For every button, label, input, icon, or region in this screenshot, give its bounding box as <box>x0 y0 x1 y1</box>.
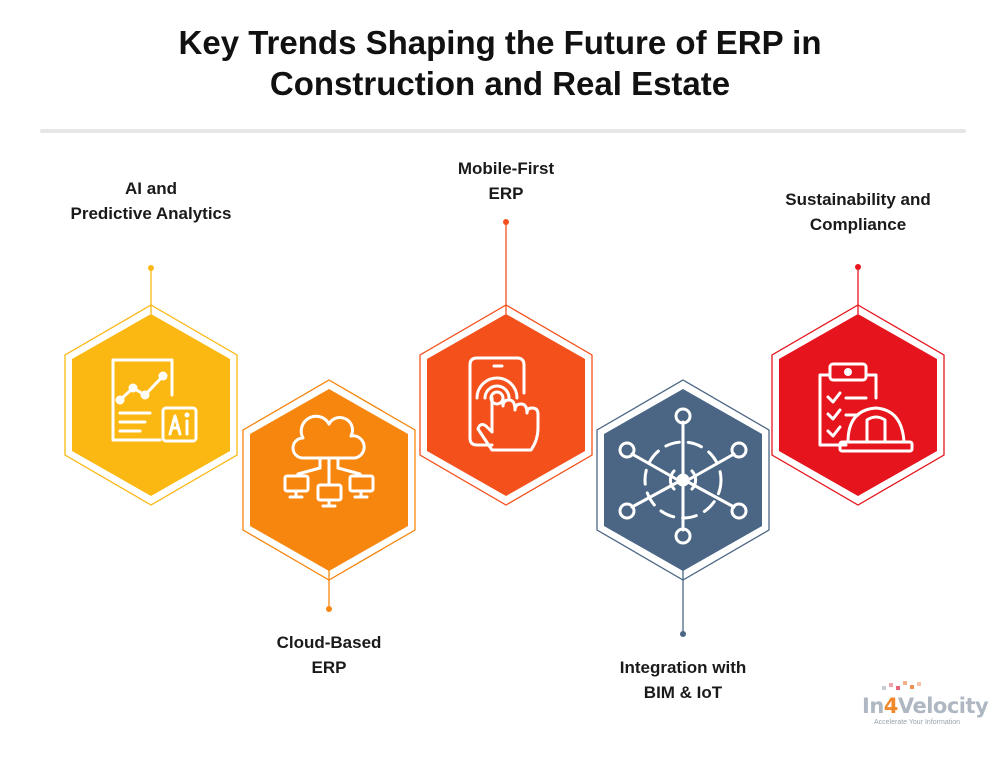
trend-label-ai: AI and Predictive Analytics <box>70 179 232 223</box>
clipboard-hardhat-icon <box>818 362 914 453</box>
trend-integration-bim-iot <box>596 379 770 637</box>
hexagon-fill <box>779 314 937 496</box>
logo-squares-mark <box>882 681 921 690</box>
hexagon-outline <box>419 304 593 506</box>
trend-ai-predictive-analytics <box>64 265 238 506</box>
trend-cloud-based-erp <box>242 379 416 612</box>
cloud-network-icon <box>283 414 375 508</box>
hexagon-outline <box>242 379 416 581</box>
hexagon-outline <box>596 379 770 581</box>
trend-label-integration: Integration with BIM & IoT <box>619 658 747 702</box>
trend-sustainability-compliance <box>771 264 945 506</box>
connector-dot <box>503 219 509 225</box>
brand-logo: In4Velocity Accelerate Your Information <box>860 680 989 730</box>
trend-label-cloud: Cloud-Based ERP <box>276 633 382 677</box>
trend-label-mobile: Mobile-First ERP <box>457 159 555 203</box>
connector-dot <box>326 606 332 612</box>
hexagon-outline <box>771 304 945 506</box>
page-title: Key Trends Shaping the Future of ERP in … <box>0 22 1000 104</box>
title-line-2: Construction and Real Estate <box>269 65 731 102</box>
connector-dot <box>680 631 686 637</box>
logo-wordmark: In4Velocity <box>862 694 989 718</box>
iot-network-icon <box>618 407 748 545</box>
title-line-1: Key Trends Shaping the Future of ERP in <box>178 24 822 61</box>
trend-mobile-first-erp <box>419 219 593 506</box>
hexagon-fill <box>427 314 585 496</box>
logo-tagline: Accelerate Your Information <box>874 719 960 726</box>
trend-label-sustainability: Sustainability and Compliance <box>785 190 931 234</box>
ai-document-chart-icon <box>111 358 198 443</box>
hexagon-fill <box>72 314 230 496</box>
connector-dot <box>148 265 154 271</box>
mobile-touch-icon <box>468 356 540 452</box>
title-divider <box>40 129 966 133</box>
connector-dot <box>855 264 861 270</box>
hexagon-outline <box>64 304 238 506</box>
